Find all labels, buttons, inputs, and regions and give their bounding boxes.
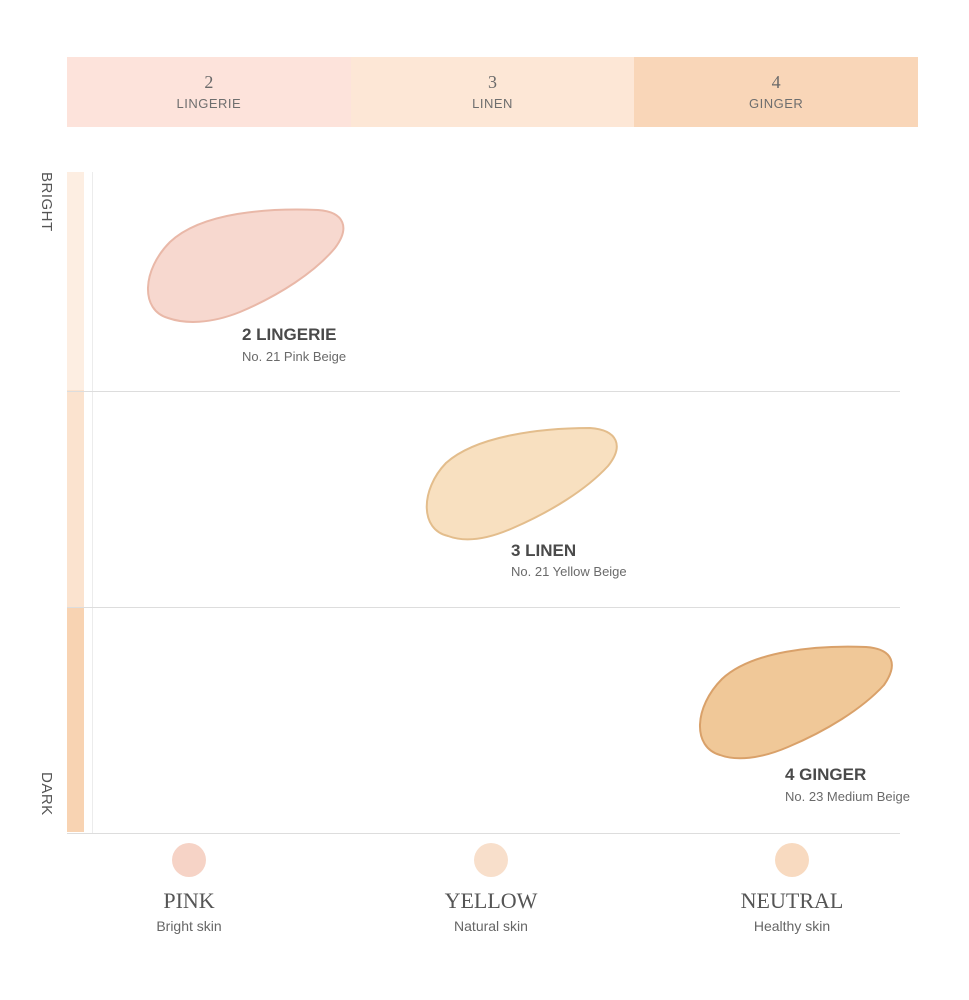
shade-header-bar: 2 LINGERIE 3 LINEN 4 GINGER	[67, 57, 919, 127]
swatch-lingerie	[147, 208, 345, 323]
header-cell-linen: 3 LINEN	[350, 57, 635, 127]
axis-segment-dark	[67, 607, 84, 832]
tone-name-pink: PINK	[163, 888, 215, 913]
header-number: 3	[488, 72, 497, 92]
header-name: GINGER	[749, 96, 804, 111]
grid-divider	[67, 607, 900, 608]
axis-label-bright: BRIGHT	[38, 172, 55, 232]
tone-yellow: YELLOW Natural skin	[401, 843, 581, 935]
header-number: 2	[204, 72, 214, 92]
shade-subtitle-linen: No. 21 Yellow Beige	[511, 564, 627, 579]
header-name: LINEN	[472, 96, 513, 111]
swatch-linen	[425, 426, 618, 541]
axis-segment-bright	[67, 172, 84, 390]
header-name: LINGERIE	[176, 96, 242, 111]
grid-divider	[67, 391, 900, 392]
brightness-axis-bar	[67, 172, 84, 832]
grid-vertical-line	[92, 172, 93, 834]
tone-name-neutral: NEUTRAL	[740, 888, 844, 913]
tone-desc-yellow: Natural skin	[454, 918, 528, 934]
tone-dot-yellow	[474, 843, 508, 877]
tone-pink: PINK Bright skin	[99, 843, 279, 935]
tone-neutral: NEUTRAL Healthy skin	[702, 843, 882, 935]
header-number: 4	[771, 72, 781, 92]
shade-title-linen: 3 LINEN	[511, 541, 577, 560]
shade-subtitle-ginger: No. 23 Medium Beige	[785, 789, 911, 804]
header-cell-ginger: 4 GINGER	[634, 57, 919, 127]
shade-subtitle-lingerie: No. 21 Pink Beige	[242, 349, 347, 364]
axis-segment-mid	[67, 390, 84, 607]
shade-title-ginger: 4 GINGER	[785, 765, 867, 784]
axis-label-dark: DARK	[38, 772, 55, 816]
shade-title-lingerie: 2 LINGERIE	[242, 325, 337, 344]
header-cell-lingerie: 2 LINGERIE	[67, 57, 351, 127]
tone-name-yellow: YELLOW	[444, 888, 538, 913]
tone-desc-neutral: Healthy skin	[753, 918, 831, 934]
tone-desc-pink: Bright skin	[156, 918, 222, 934]
tone-dot-neutral	[775, 843, 809, 877]
tone-dot-pink	[172, 843, 206, 877]
grid-baseline	[67, 833, 900, 834]
swatch-ginger	[699, 645, 893, 760]
